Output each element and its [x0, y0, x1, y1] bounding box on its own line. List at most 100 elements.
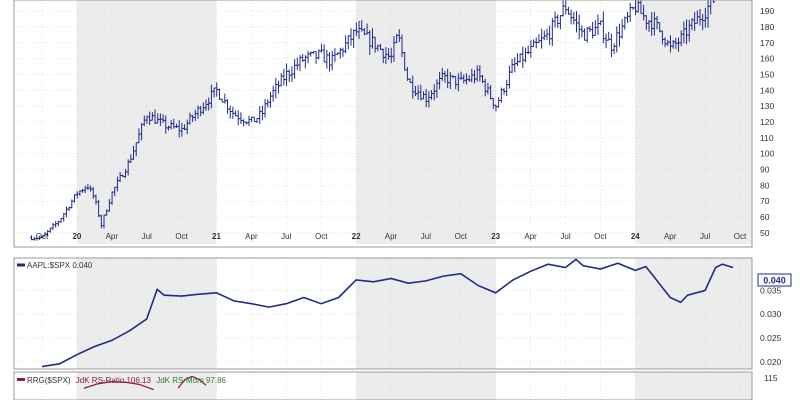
price-bar [556, 14, 560, 28]
price-bar [319, 43, 324, 53]
price-bar [284, 63, 289, 87]
price-bar [513, 57, 517, 73]
rrg-y-axis: 115 [764, 373, 778, 383]
price-bar [521, 46, 525, 69]
rrg-legend: RRG($SPX) JdK RS-Ratio 106.13 JdK RS-Mom… [27, 376, 227, 385]
price-bar [54, 220, 58, 228]
price-bar [529, 40, 533, 58]
price-y-tick-label: 60 [760, 212, 770, 222]
price-bar [531, 39, 536, 47]
gridlines [14, 0, 752, 400]
price-bar [561, 0, 565, 17]
background-bands [76, 0, 752, 400]
price-bar [306, 50, 310, 64]
price-bar [274, 77, 278, 99]
price-bar [276, 80, 281, 94]
price-bar [505, 79, 509, 97]
ratio-panel: 0.020 0.025 0.030 0.035 AAPL:$SPX 0.040 0.0… [17, 258, 792, 368]
time-axis-label: 20 [72, 232, 81, 241]
price-y-tick-label: 190 [760, 6, 774, 16]
panel-frame [13, 0, 753, 248]
price-bar [322, 44, 326, 63]
price-bar [553, 11, 557, 28]
price-bar [271, 85, 275, 102]
price-y-tick-label: 180 [760, 22, 774, 32]
time-axis-label: 24 [631, 232, 640, 241]
price-bar [609, 33, 614, 58]
rrg-series-lines [83, 375, 207, 391]
ratio-y-tick-label: 0.030 [760, 309, 782, 319]
rrg-legend-rs-ratio: JdK RS-Ratio 106.13 [76, 376, 152, 385]
time-axis-label: Oct [36, 232, 49, 241]
price-bar [341, 47, 345, 57]
price-bar [231, 106, 235, 119]
price-bar [564, 0, 568, 15]
price-bar [228, 105, 232, 119]
time-axis-label: Apr [106, 232, 119, 241]
price-panel: 50 60 70 80 90 100 110 120 130 140 150 160 170 180 190… [29, 0, 774, 241]
rrg-legend-swatch [17, 378, 25, 381]
price-y-tick-label: 150 [760, 69, 774, 79]
price-y-axis: 50 60 70 80 90 100 110 120 130 140 150 160 170 180 190 [760, 6, 774, 238]
price-y-tick-label: 160 [760, 54, 774, 64]
price-bar [612, 43, 616, 54]
price-bar [548, 25, 552, 46]
price-y-tick-label: 170 [760, 38, 774, 48]
price-bar [352, 29, 356, 49]
price-y-tick-label: 80 [760, 180, 770, 190]
ratio-y-tick-label: 0.035 [760, 285, 782, 295]
panel-frames [13, 0, 753, 400]
price-bar [569, 9, 573, 25]
price-bar [346, 35, 350, 50]
time-axis-label: Apr [664, 232, 677, 241]
price-bar [625, 11, 630, 23]
price-bar [591, 21, 595, 39]
price-bar [523, 47, 528, 63]
time-axis-label: Jul [560, 232, 570, 241]
price-bar [515, 53, 520, 67]
price-bar [582, 28, 587, 41]
price-y-tick-label: 90 [760, 165, 770, 175]
time-axis-label: Oct [175, 232, 188, 241]
time-axis-label: Jul [421, 232, 431, 241]
year-band [635, 372, 752, 400]
price-bar [295, 57, 299, 71]
price-bar [344, 35, 348, 54]
year-band [635, 0, 752, 244]
year-band [76, 258, 217, 369]
price-bar [242, 119, 246, 127]
price-bar [349, 28, 353, 46]
ratio-series-line [41, 258, 734, 368]
price-bar [51, 222, 55, 231]
rrg-legend-title: RRG($SPX) [27, 376, 71, 385]
price-bar [225, 99, 230, 114]
rrg-panel: 115 RRG($SPX) JdK RS-Ratio 106.13 JdK RS… [17, 373, 778, 391]
price-bar [223, 93, 227, 104]
price-bar [596, 14, 600, 36]
time-axis-label: Apr [524, 232, 537, 241]
panel-frame [13, 257, 753, 370]
price-bar [712, 0, 716, 3]
price-bar [550, 18, 554, 47]
time-axis-label: Apr [245, 232, 258, 241]
price-y-tick-label: 140 [760, 85, 774, 95]
time-axis-label: Jul [281, 232, 291, 241]
year-band [356, 258, 496, 369]
rrg-legend-rs-mom: JdK RS-Mom 97.86 [156, 376, 226, 385]
price-bars [29, 0, 716, 241]
price-bar [537, 34, 541, 44]
price-bar [268, 91, 273, 108]
time-axis-label: Jul [142, 232, 152, 241]
price-bar [585, 27, 589, 43]
time-axis-label: 21 [212, 232, 221, 241]
rrg-series-line [177, 375, 207, 389]
ratio-legend-swatch [17, 263, 25, 267]
price-y-tick-label: 110 [760, 133, 774, 143]
year-band [356, 372, 496, 400]
ratio-legend-label: AAPL:$SPX 0.040 [27, 261, 93, 270]
ratio-value-box-frame [757, 273, 792, 287]
price-bar [518, 53, 522, 63]
price-bar [510, 58, 514, 74]
price-y-tick-label: 70 [760, 196, 770, 206]
